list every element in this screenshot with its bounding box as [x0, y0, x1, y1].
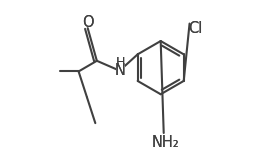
Text: NH₂: NH₂ [151, 135, 179, 150]
Text: O: O [82, 15, 93, 29]
Text: N: N [115, 63, 126, 78]
Text: N: N [115, 63, 126, 78]
Bar [116, 59, 125, 74]
Text: NH₂: NH₂ [151, 135, 179, 150]
Text: O: O [82, 15, 93, 29]
Text: Cl: Cl [188, 21, 202, 36]
Bar [159, 137, 171, 147]
Bar [85, 17, 91, 27]
Text: H: H [116, 56, 125, 69]
Text: H: H [116, 56, 125, 69]
Text: Cl: Cl [188, 21, 202, 36]
Bar [191, 23, 199, 33]
